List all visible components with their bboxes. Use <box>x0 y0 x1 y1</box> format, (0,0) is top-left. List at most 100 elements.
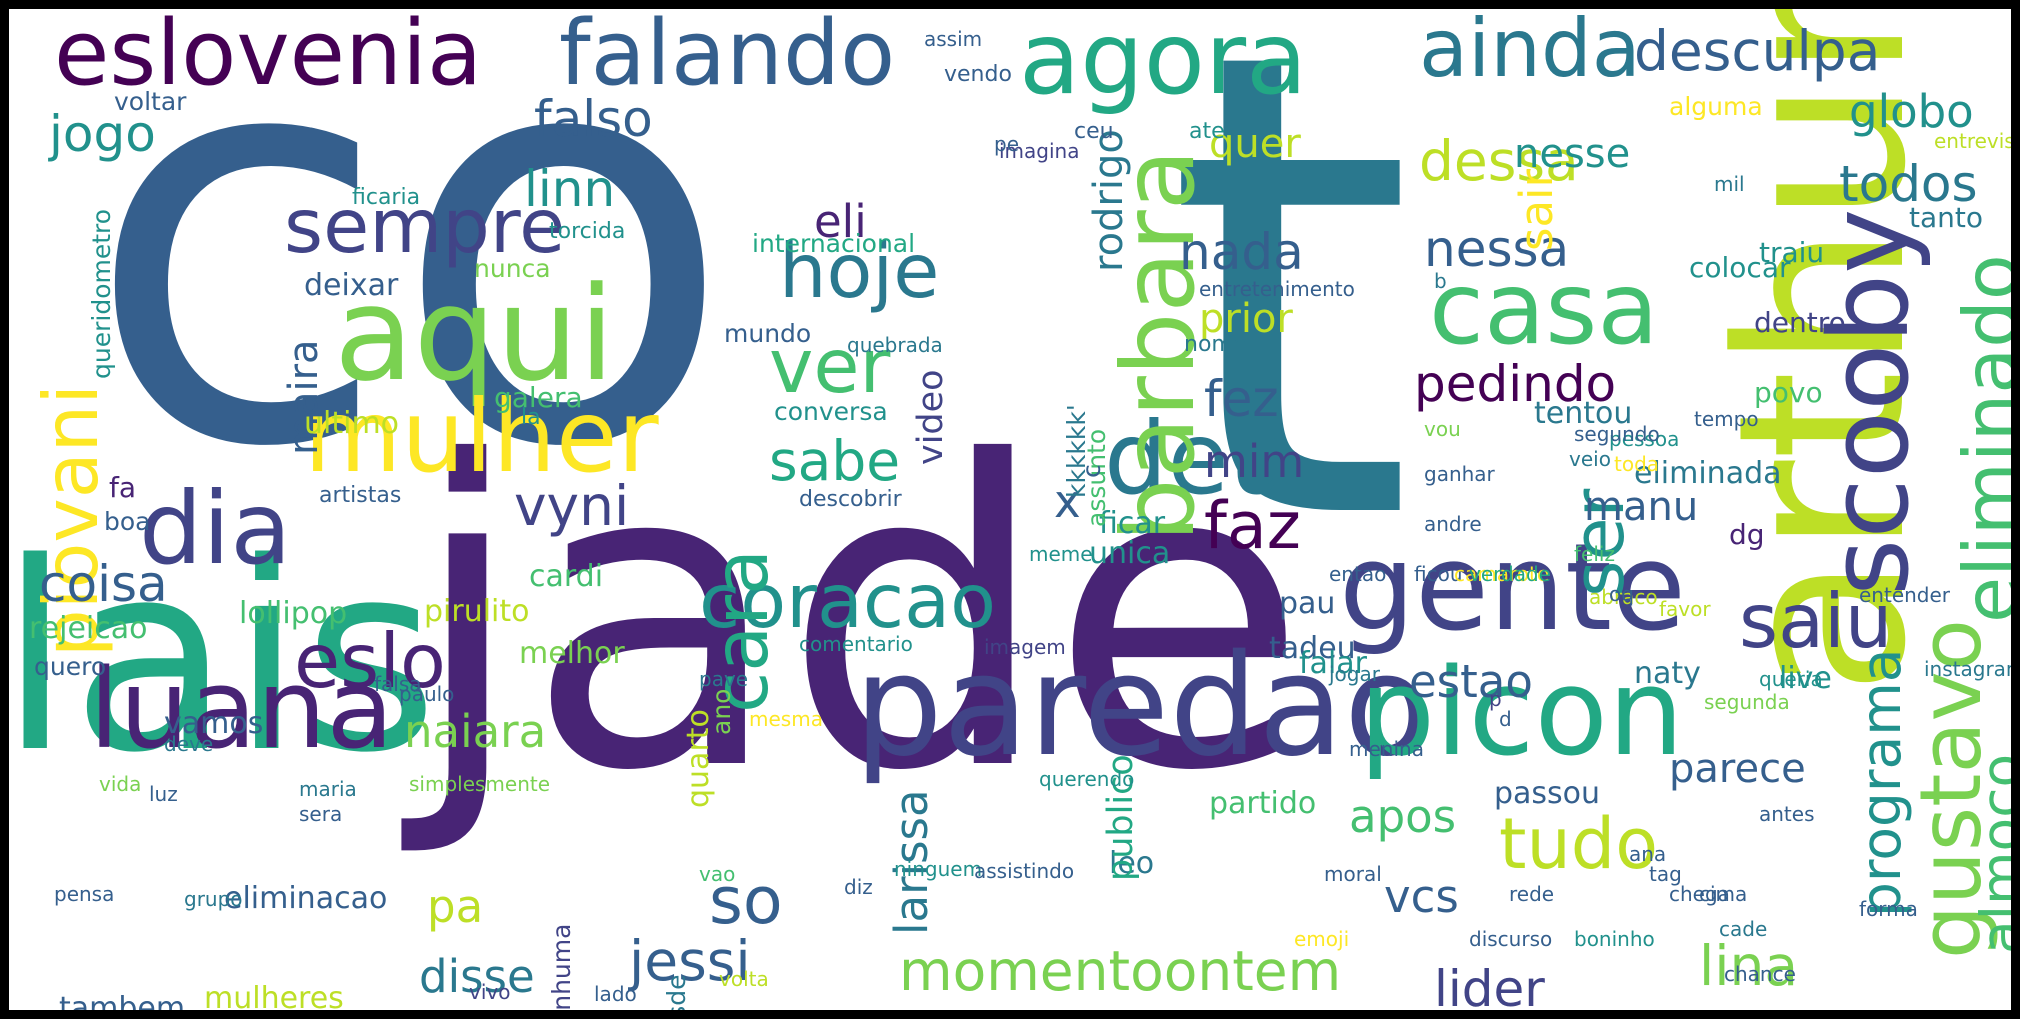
word-161: forma <box>1859 897 1918 921</box>
word-188: maria <box>299 777 357 801</box>
word-14: agora <box>1019 9 1308 117</box>
word-55: x <box>1054 475 1081 528</box>
word-144: assunto <box>1082 428 1111 527</box>
word-92: falar <box>1299 646 1367 681</box>
word-76: nenhuma <box>547 923 576 1010</box>
word-23: eliminado <box>1947 254 2011 623</box>
word-158: ana <box>1629 842 1667 866</box>
word-164: discurso <box>1469 927 1553 951</box>
word-149: meme <box>1029 542 1093 566</box>
word-90: naty <box>1634 656 1701 691</box>
word-58: disse <box>419 950 535 1003</box>
word-45: eli <box>814 195 867 248</box>
word-105: dentro <box>1754 306 1846 339</box>
word-171: comentario <box>799 632 913 656</box>
word-196: deve <box>164 732 214 756</box>
word-134: nome <box>1184 332 1247 357</box>
word-87: eliminada <box>1634 456 1782 491</box>
word-107: traiu <box>1759 236 1825 269</box>
word-102: mundo <box>724 319 812 348</box>
word-197: luz <box>149 782 178 806</box>
word-50: nada <box>1179 223 1304 281</box>
word-48: coisa <box>39 555 168 613</box>
word-167: chance <box>1724 962 1796 986</box>
word-184: tag <box>1649 862 1682 886</box>
word-137: segundo <box>1574 422 1660 446</box>
word-79: vamos <box>164 706 264 741</box>
word-173: ninguem <box>894 857 983 881</box>
word-26: ver <box>769 322 891 410</box>
word-28: eslo <box>294 617 446 705</box>
word-49: vyni <box>514 474 630 538</box>
word-74: lollipop <box>239 596 348 631</box>
word-159: antes <box>1759 802 1815 826</box>
word-106: povo <box>1754 376 1823 409</box>
word-118: quebrada <box>847 333 943 357</box>
word-154: oq <box>1609 582 1634 606</box>
word-189: sera <box>299 802 343 826</box>
word-70: rodrigo <box>1086 129 1132 272</box>
word-181: pave <box>699 667 749 691</box>
word-15: eslovenia <box>54 9 483 106</box>
word-1: t <box>1164 9 1415 661</box>
word-191: d <box>1499 707 1512 731</box>
word-138: veio <box>1569 447 1611 471</box>
word-cloud: co t jade arthur lais paredao picon gente aqui mu… <box>9 9 2011 1010</box>
word-41: nessa <box>1424 220 1570 278</box>
word-180: vao <box>699 862 736 886</box>
word-178: lado <box>594 982 637 1006</box>
word-98: ultimo <box>304 406 400 441</box>
word-6: picon <box>1359 644 1684 783</box>
word-2: jade <box>409 374 1309 863</box>
word-35: desculpa <box>1634 19 1881 83</box>
word-129: ceu <box>1074 119 1114 144</box>
word-126: pessoa <box>1609 427 1680 451</box>
word-72: manu <box>1584 484 1699 530</box>
word-145: c <box>1077 464 1106 478</box>
word-127: mil <box>1714 172 1745 196</box>
word-17: ainda <box>1419 9 1641 95</box>
word-117: artistas <box>319 483 402 508</box>
word-99: deixar <box>304 268 399 303</box>
word-0: co <box>84 9 735 570</box>
word-170: imagem <box>984 635 1066 659</box>
word-100: internacional <box>752 229 916 258</box>
word-151: favor <box>1659 597 1711 621</box>
word-10: luana <box>89 645 394 773</box>
word-157: segunda <box>1704 690 1790 714</box>
word-39: dessa <box>1419 129 1579 193</box>
word-52: mim <box>1204 435 1305 488</box>
word-136: tempo <box>1694 407 1759 431</box>
word-101: conversa <box>774 397 888 426</box>
word-46: programa <box>1849 648 1913 917</box>
word-62: pa <box>427 880 484 933</box>
word-142: ficou <box>1414 562 1463 586</box>
word-82: passou <box>1494 776 1601 811</box>
word-34: sabe <box>769 429 901 493</box>
word-80: pau <box>1279 586 1336 621</box>
word-141: andre <box>1424 512 1482 536</box>
word-53: todos <box>1839 155 1978 213</box>
word-12: deu <box>1104 400 1293 517</box>
word-61: naiara <box>404 705 547 758</box>
word-59: estao <box>1409 655 1533 708</box>
word-30: tudo <box>1499 803 1659 885</box>
word-38: momentoontem <box>899 939 1342 1003</box>
word-162: boninho <box>1574 927 1655 951</box>
word-4: lais <box>9 508 439 810</box>
word-147: camarote <box>1454 562 1550 586</box>
word-115: dg <box>1729 518 1765 551</box>
word-7: gente <box>1339 519 1686 658</box>
word-194: p <box>1489 687 1502 711</box>
word-96: melhor <box>519 636 625 671</box>
word-128: entrevista <box>1934 129 2011 153</box>
word-156: instagram <box>1924 657 2011 681</box>
word-13: casa <box>1429 250 1659 367</box>
word-198: vida <box>99 772 142 796</box>
word-109: tanto <box>1909 201 1983 234</box>
word-183: pensa <box>54 882 115 906</box>
word-86: ano <box>707 688 736 735</box>
word-104: queridometro <box>87 208 116 379</box>
word-37: jessi <box>629 929 751 993</box>
